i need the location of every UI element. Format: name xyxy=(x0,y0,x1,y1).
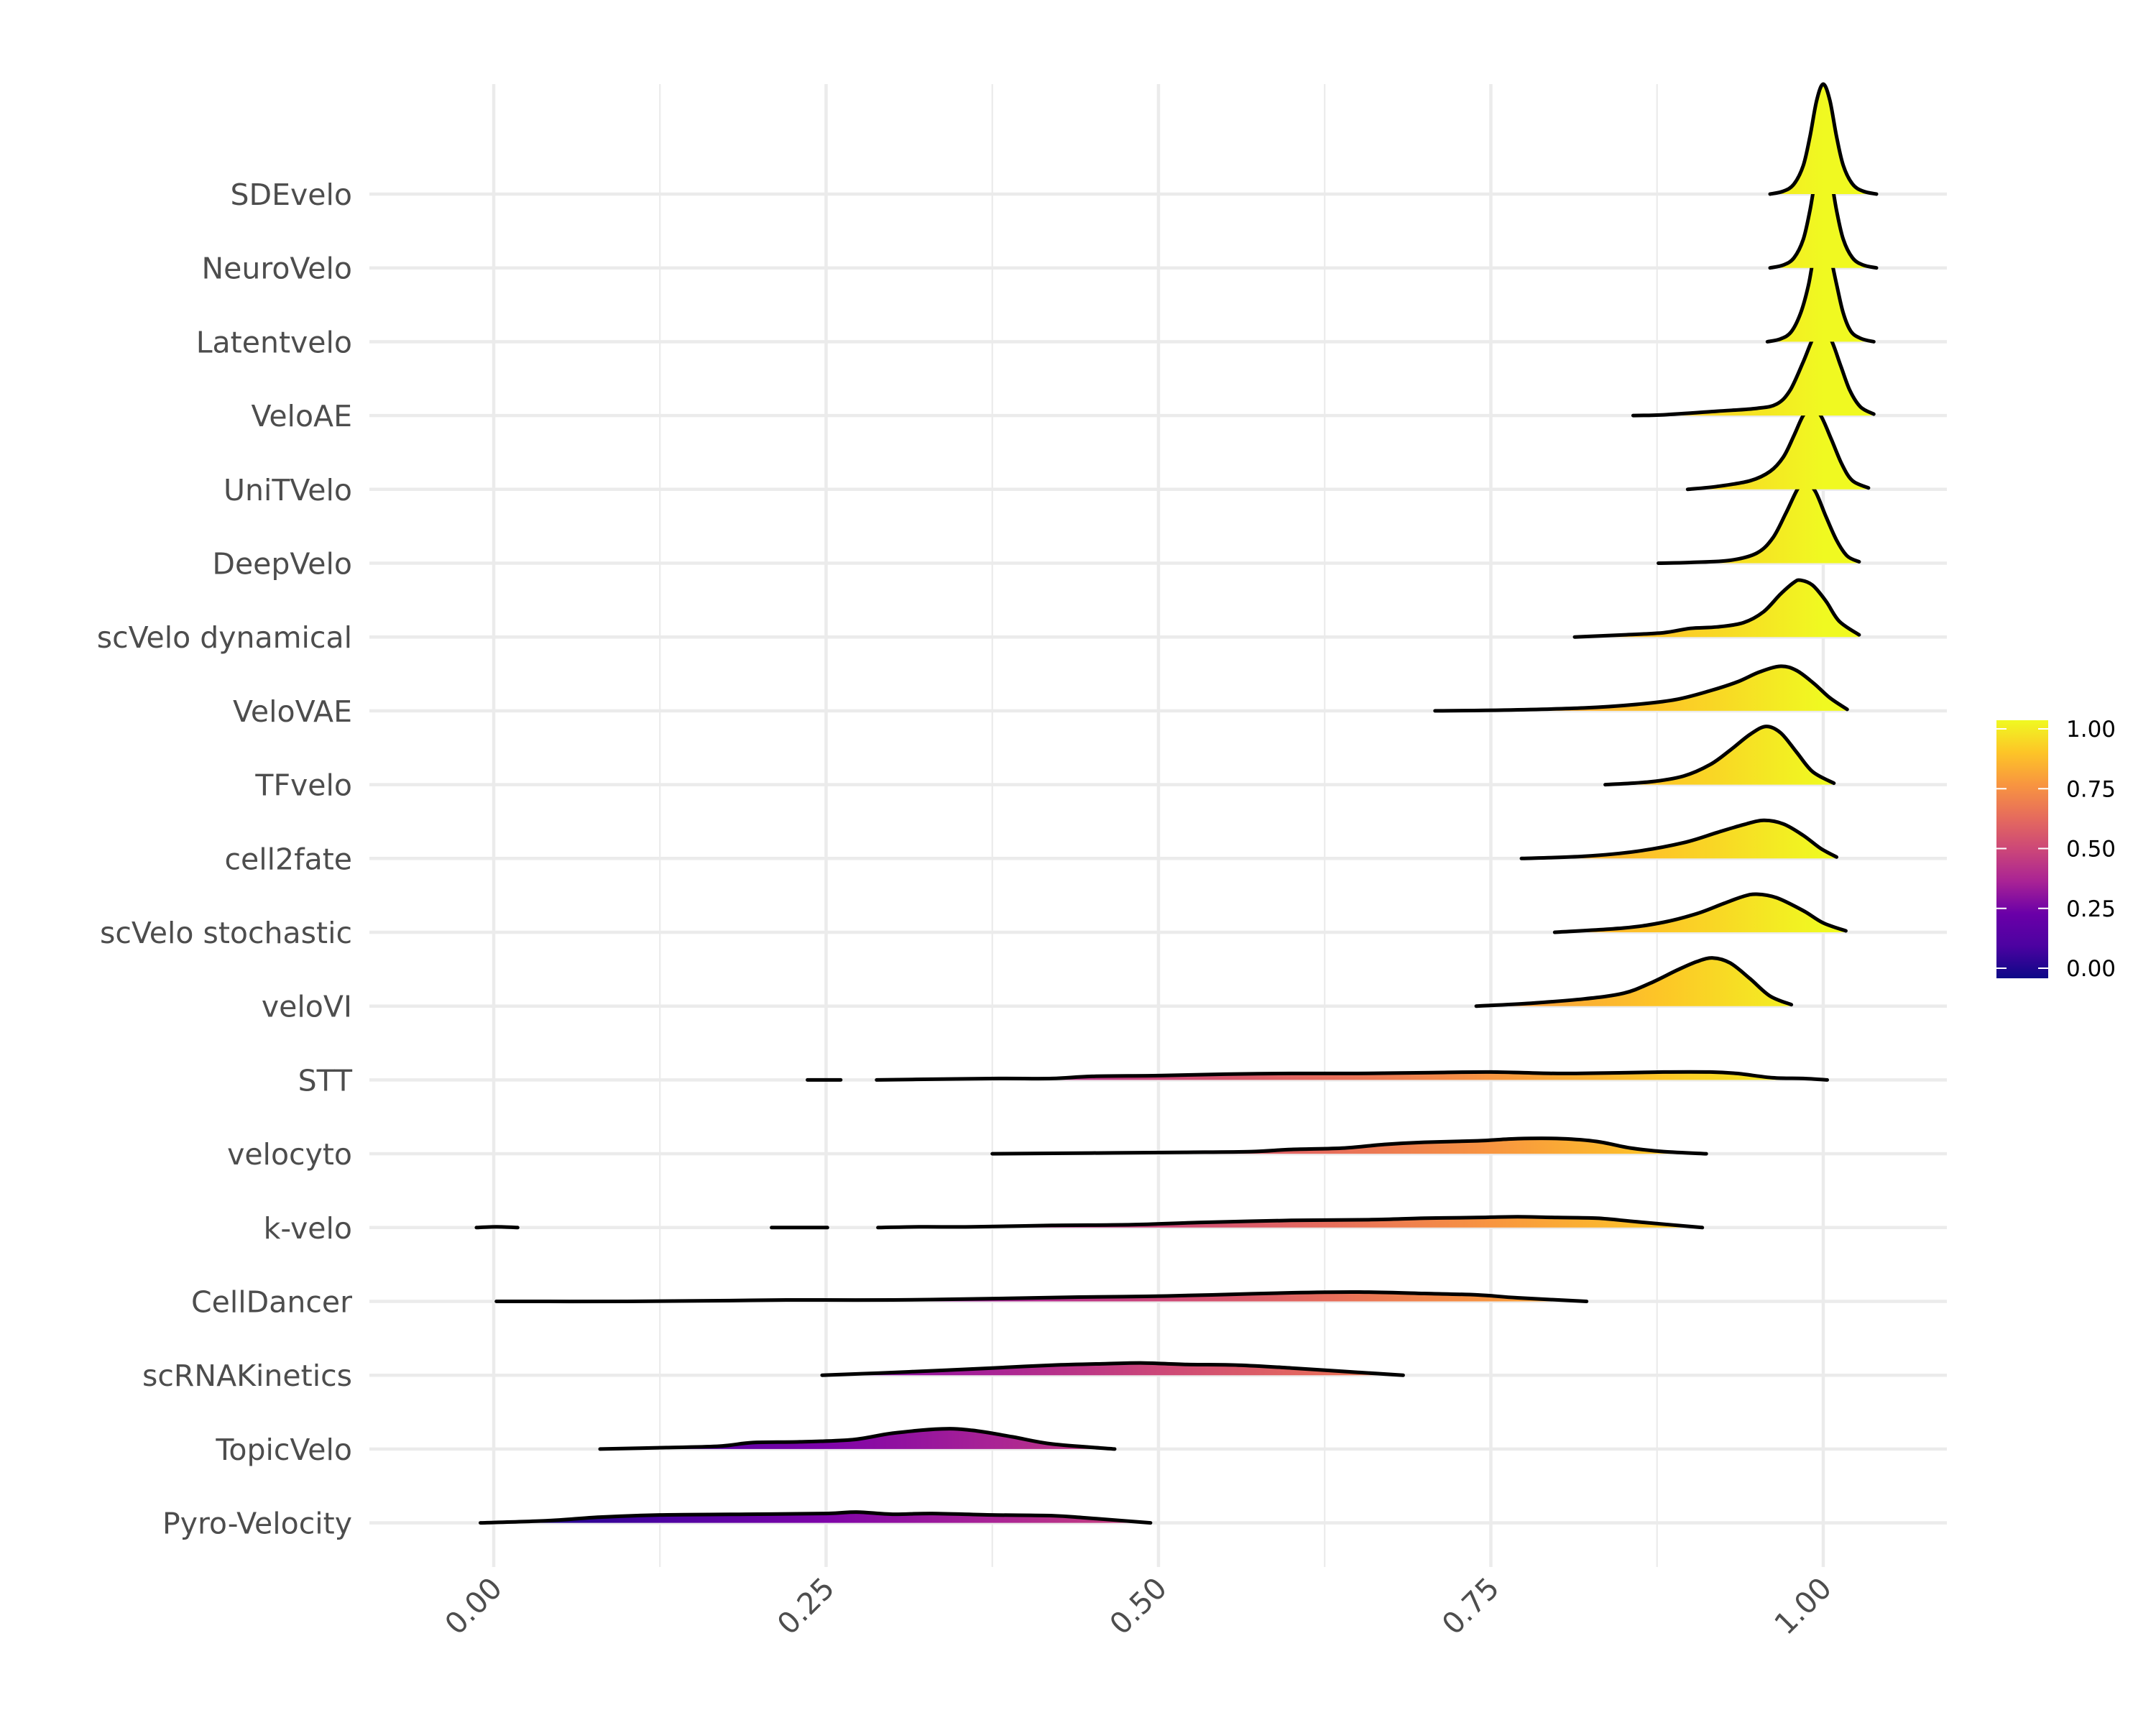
colorbar-legend: 1.00 0.75 0.50 0.25 0.00 xyxy=(1996,717,2116,982)
ridge-fill xyxy=(1770,84,1876,194)
ridge-k-velo xyxy=(474,1215,1705,1230)
ridge-outline xyxy=(1768,82,1879,196)
ridge-topicvelo xyxy=(598,1427,1117,1451)
grid-lines xyxy=(369,84,1947,1567)
ridge-fill xyxy=(1770,156,1876,268)
y-axis-label: TFvelo xyxy=(254,768,352,803)
x-axis-tick-label: 0.25 xyxy=(770,1571,841,1641)
ridge-outline xyxy=(598,1427,1117,1451)
ridge-outline xyxy=(1519,818,1838,860)
ridge-outline xyxy=(1433,664,1849,713)
y-axis-label: cell2fate xyxy=(225,842,353,876)
ridge-outline xyxy=(1572,578,1861,639)
y-axis-labels: SDEvelo NeuroVelo Latentvelo VeloAE UniTVelo… xyxy=(97,178,353,1541)
ridge-fill xyxy=(1575,579,1859,638)
y-axis-label: STT xyxy=(298,1063,353,1098)
ridge-outline xyxy=(990,1136,1708,1156)
ridge-velovae xyxy=(1433,664,1849,713)
ridge-fill xyxy=(1767,231,1874,342)
ridge-fill xyxy=(1605,726,1834,785)
ridge-fill xyxy=(1687,408,1869,490)
ridge-outline xyxy=(474,1225,520,1230)
y-axis-label: NeuroVelo xyxy=(202,252,352,286)
x-axis-tick-label: 0.50 xyxy=(1103,1571,1174,1641)
ridge-fill xyxy=(1658,482,1859,564)
ridge-outline xyxy=(820,1361,1405,1377)
y-axis-label: DeepVelo xyxy=(212,547,352,582)
y-axis-label: k-velo xyxy=(264,1211,352,1246)
ridge-outline xyxy=(494,1290,1589,1304)
colorbar-tick-label: 1.00 xyxy=(2066,717,2116,743)
ridge-scrnakinetics xyxy=(820,1361,1405,1377)
y-axis-label: SDEvelo xyxy=(231,178,352,212)
x-axis-labels: 0.00 0.25 0.50 0.75 1.00 xyxy=(438,1571,1838,1641)
ridge-unitvelo xyxy=(1685,406,1871,492)
ridge-outline xyxy=(1603,725,1836,787)
y-axis-label: Latentvelo xyxy=(196,325,352,359)
colorbar-tick-label: 0.50 xyxy=(2066,837,2116,863)
ridge-velocyto xyxy=(990,1136,1708,1156)
y-axis-label: VeloVAE xyxy=(233,694,352,729)
y-axis-label: TopicVelo xyxy=(215,1433,352,1467)
ridge-fill xyxy=(1521,820,1837,859)
ridge-scvelo-stochastic xyxy=(1552,892,1848,934)
y-axis-label: velocyto xyxy=(227,1137,352,1172)
ridges xyxy=(474,82,1879,1525)
y-axis-label: UniTVelo xyxy=(224,473,352,507)
ridge-outline xyxy=(875,1070,1829,1082)
ridge-outline xyxy=(1631,328,1876,418)
ridge-celldancer xyxy=(494,1290,1589,1304)
ridge-pyro-velocity xyxy=(479,1510,1153,1525)
ridge-fill xyxy=(496,1292,1587,1302)
y-axis-label: Pyro-Velocity xyxy=(162,1507,352,1541)
ridge-fill xyxy=(1434,666,1848,711)
ridge-sdevelo xyxy=(1768,82,1879,196)
ridge-outline xyxy=(1474,956,1794,1008)
ridge-scvelo-dynamical xyxy=(1572,578,1861,639)
ridge-outline xyxy=(479,1510,1153,1525)
y-axis-label: scVelo stochastic xyxy=(100,916,352,950)
x-axis-tick-label: 0.00 xyxy=(438,1571,509,1641)
ridge-fill xyxy=(992,1138,1707,1154)
x-axis-tick-label: 0.75 xyxy=(1435,1571,1506,1641)
y-axis-label: scRNAKinetics xyxy=(142,1359,352,1393)
y-axis-label: VeloAE xyxy=(251,399,352,433)
y-axis-label: scVelo dynamical xyxy=(97,620,352,655)
ridge-stt xyxy=(806,1070,1829,1082)
y-axis-label: veloVI xyxy=(262,990,352,1024)
colorbar-tick-label: 0.25 xyxy=(2066,896,2116,922)
ridge-cell2fate xyxy=(1519,818,1838,860)
ridge-fill xyxy=(1633,329,1874,416)
ridge-velovi xyxy=(1474,956,1794,1008)
colorbar-tick-label: 0.75 xyxy=(2066,776,2116,802)
ridge-outline xyxy=(1552,892,1848,934)
ridge-outline xyxy=(876,1215,1705,1230)
ridge-fill xyxy=(1476,957,1792,1006)
ridge-deepvelo xyxy=(1657,480,1861,565)
colorbar-tick-label: 0.00 xyxy=(2066,956,2116,982)
x-axis-tick-label: 1.00 xyxy=(1768,1571,1838,1641)
ridge-veloae xyxy=(1631,328,1876,418)
ridge-tfvelo xyxy=(1603,725,1836,787)
y-axis-label: CellDancer xyxy=(191,1285,352,1320)
